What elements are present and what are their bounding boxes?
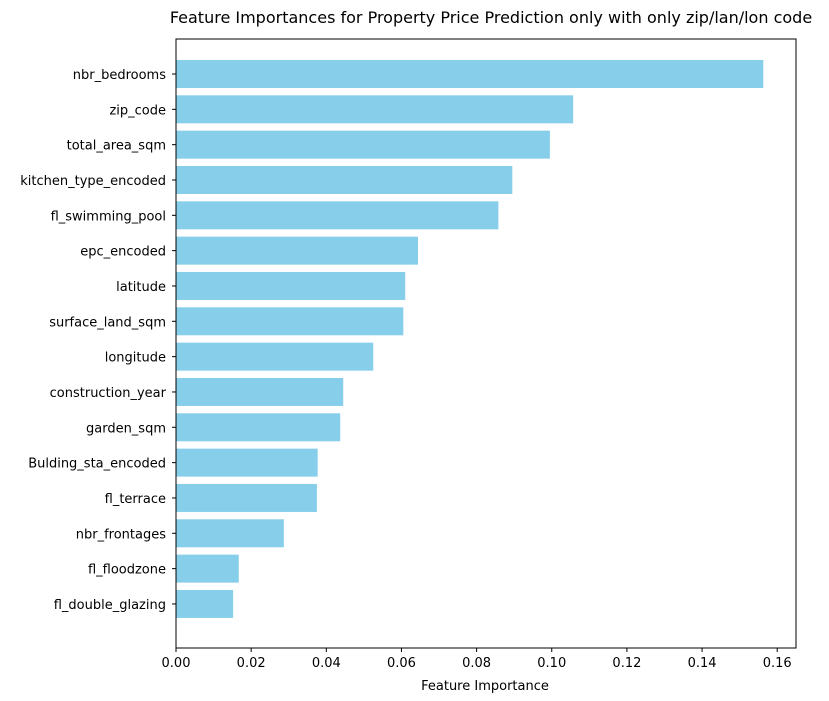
- y-tick-label: surface_land_sqm: [49, 315, 166, 330]
- x-ticks: 0.00 0.02 0.04 0.06 0.08 0.10 0.12 0.14 0.16: [162, 648, 792, 671]
- x-tick-label: 0.02: [237, 656, 266, 671]
- y-tick-label: kitchen_type_encoded: [20, 174, 166, 189]
- y-tick-label: fl_double_glazing: [54, 598, 166, 613]
- bar-garden_sqm: [176, 413, 341, 442]
- bar-latitude: [176, 271, 406, 300]
- bar-construction_year: [176, 377, 344, 406]
- bar-total_area_sqm: [176, 130, 550, 159]
- x-tick-label: 0.08: [462, 656, 491, 671]
- bar-longitude: [176, 342, 374, 371]
- x-tick-label: 0.06: [387, 656, 416, 671]
- y-tick-label: nbr_bedrooms: [73, 68, 166, 83]
- y-tick-label: Bulding_sta_encoded: [28, 457, 166, 472]
- y-tick-label: longitude: [105, 351, 166, 366]
- x-tick-label: 0.04: [312, 656, 341, 671]
- bar-nbr_bedrooms: [176, 60, 764, 88]
- y-tick-label: fl_floodzone: [88, 563, 166, 578]
- y-tick-label: latitude: [116, 280, 166, 295]
- x-tick-label: 0.12: [612, 656, 641, 671]
- x-tick-label: 0.00: [162, 656, 191, 671]
- bar-kitchen_type_encoded: [176, 165, 513, 194]
- y-tick-label: garden_sqm: [86, 421, 166, 436]
- bar-zip_code: [176, 95, 574, 124]
- bar-surface_land_sqm: [176, 307, 404, 336]
- y-tick-label: total_area_sqm: [67, 139, 166, 154]
- x-tick-label: 0.10: [537, 656, 566, 671]
- bar-epc_encoded: [176, 236, 418, 265]
- chart-title: Feature Importances for Property Price P…: [170, 8, 812, 27]
- y-tick-label: construction_year: [50, 386, 167, 401]
- y-tick-label: epc_encoded: [80, 245, 166, 260]
- plot-frame: [175, 38, 797, 649]
- y-tick-label: fl_terrace: [105, 492, 166, 507]
- bars-group: [176, 60, 764, 618]
- bar-fl_terrace: [176, 483, 317, 512]
- bar-Bulding_sta_encoded: [176, 448, 318, 477]
- bar-nbr_frontages: [176, 519, 284, 548]
- bar-fl_floodzone: [176, 554, 239, 583]
- x-tick-label: 0.14: [688, 656, 717, 671]
- y-tick-labels: nbr_bedrooms zip_code total_area_sqmkitche…: [20, 68, 176, 613]
- y-tick-label: nbr_frontages: [76, 527, 166, 542]
- x-axis-label: Feature Importance: [421, 679, 549, 694]
- y-tick-label: zip_code: [109, 103, 166, 118]
- bar-fl_swimming_pool: [176, 201, 499, 230]
- y-tick-label: fl_swimming_pool: [51, 209, 166, 224]
- bar-fl_double_glazing: [176, 589, 234, 618]
- x-tick-label: 0.16: [763, 656, 792, 671]
